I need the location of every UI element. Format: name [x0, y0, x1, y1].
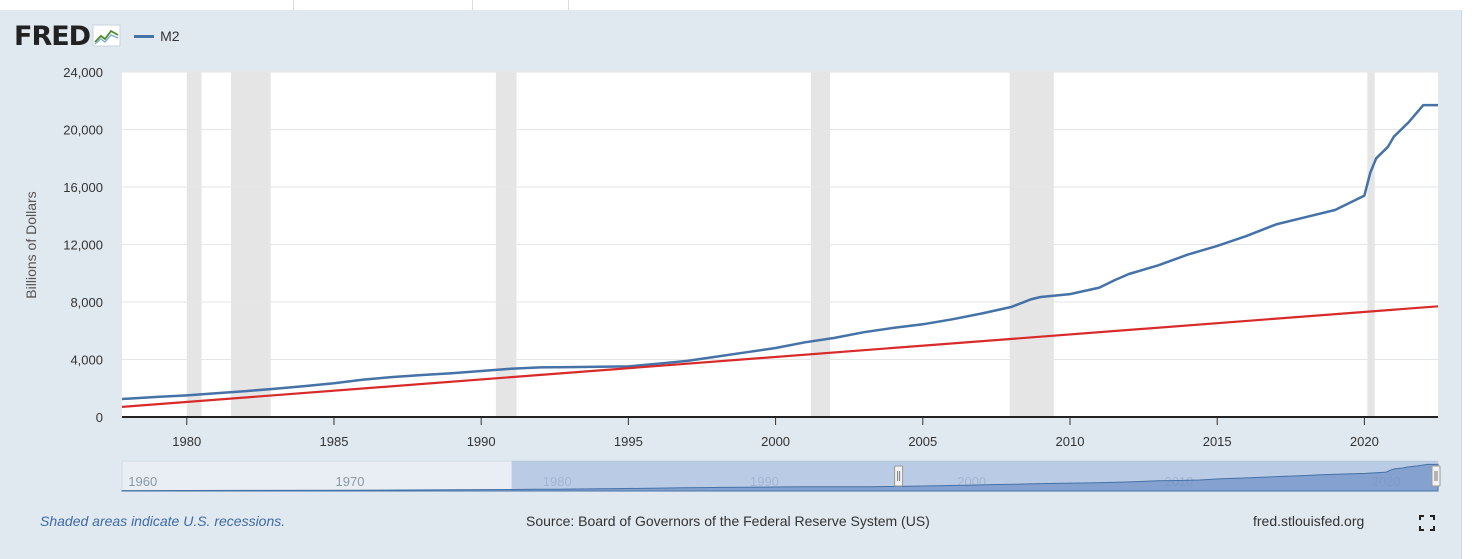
x-axis-ticks: 1980 1985 1990 1995 2000 2005 2010 2015 2020 — [172, 417, 1379, 449]
trend-line — [121, 305, 1439, 408]
navigator[interactable]: 1960197019801990200020102020 — [121, 460, 1441, 492]
handle-grip[interactable] — [1431, 465, 1441, 487]
right-edge-panel — [1461, 10, 1476, 559]
legend[interactable]: M2 — [134, 28, 180, 44]
x-tick-label: 2015 — [1203, 434, 1232, 449]
fred-logo[interactable]: FRED — [14, 20, 91, 52]
top-bar-divider — [568, 0, 569, 10]
y-tick-label: 0 — [96, 410, 103, 425]
handle-grip[interactable] — [894, 465, 904, 487]
source-text[interactable]: Source: Board of Governors of the Federa… — [526, 513, 930, 529]
series-lines — [121, 103, 1439, 408]
y-tick-label: 16,000 — [63, 180, 103, 195]
navigator-handle-left[interactable] — [894, 465, 904, 487]
x-tick-label: 1980 — [172, 434, 201, 449]
x-tick-label: 1995 — [614, 434, 643, 449]
legend-swatch-m2 — [134, 34, 155, 38]
navigator-tick-label: 1970 — [336, 474, 365, 489]
top-bar-divider — [293, 0, 294, 10]
fullscreen-icon[interactable] — [1419, 515, 1435, 531]
y-tick-label: 8,000 — [70, 295, 103, 310]
x-tick-label: 1990 — [467, 434, 496, 449]
navigator-handle-right[interactable] — [1431, 465, 1441, 487]
recession-note[interactable]: Shaded areas indicate U.S. recessions. — [40, 513, 286, 529]
x-tick-label: 1985 — [320, 434, 349, 449]
site-link[interactable]: fred.stlouisfed.org — [1253, 513, 1365, 529]
top-bar — [0, 0, 1476, 10]
x-tick-label: 2005 — [908, 434, 937, 449]
series-line-m2 — [121, 103, 1438, 401]
fred-logo-graph-icon — [92, 24, 121, 47]
top-bar-divider — [472, 0, 473, 10]
x-tick-label: 2000 — [761, 434, 790, 449]
y-tick-label: 24,000 — [63, 65, 103, 80]
y-tick-label: 4,000 — [70, 353, 103, 368]
x-tick-label: 2020 — [1350, 434, 1379, 449]
y-tick-label: 12,000 — [63, 238, 103, 253]
x-tick-label: 2010 — [1056, 434, 1085, 449]
chart-header: FRED M2 — [14, 20, 180, 52]
y-axis-label: Billions of Dollars — [23, 191, 39, 298]
navigator-series-area — [121, 463, 1439, 492]
navigator-tick-label: 1960 — [128, 474, 157, 489]
y-tick-label: 20,000 — [63, 123, 103, 138]
y-axis-ticks: 0 4,000 8,000 12,000 16,000 20,000 24,000 — [63, 65, 103, 425]
legend-label-m2: M2 — [160, 28, 180, 44]
